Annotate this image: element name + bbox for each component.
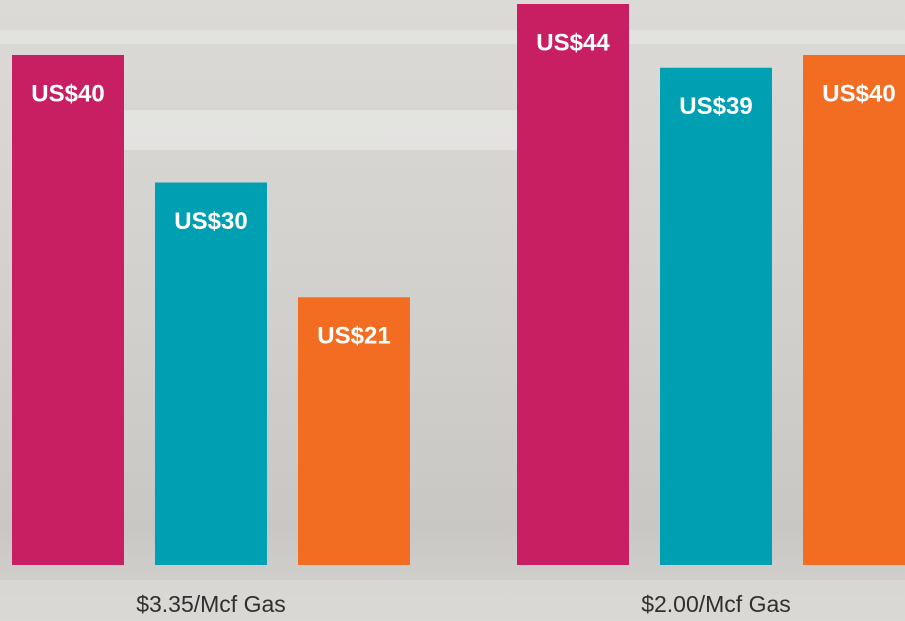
bar [803,55,905,565]
value-label: US$39 [679,93,752,120]
bar [12,55,124,565]
value-label: US$21 [317,323,390,350]
value-label: US$40 [31,80,104,107]
value-label: US$44 [536,29,610,56]
background-pipe [120,110,520,150]
category-label: $3.35/Mcf Gas [136,591,286,617]
plot-area: US$40 US$30 US$21 $3.35/Mcf Gas US$44 US$39 US… [12,4,905,617]
bar [155,182,267,565]
bar [298,297,410,565]
bar [517,4,629,565]
value-label: US$40 [822,80,895,107]
bar [660,67,772,565]
category-label: $2.00/Mcf Gas [641,591,791,617]
background-band [0,30,905,44]
background-ground [0,580,905,621]
value-label: US$30 [174,208,247,235]
